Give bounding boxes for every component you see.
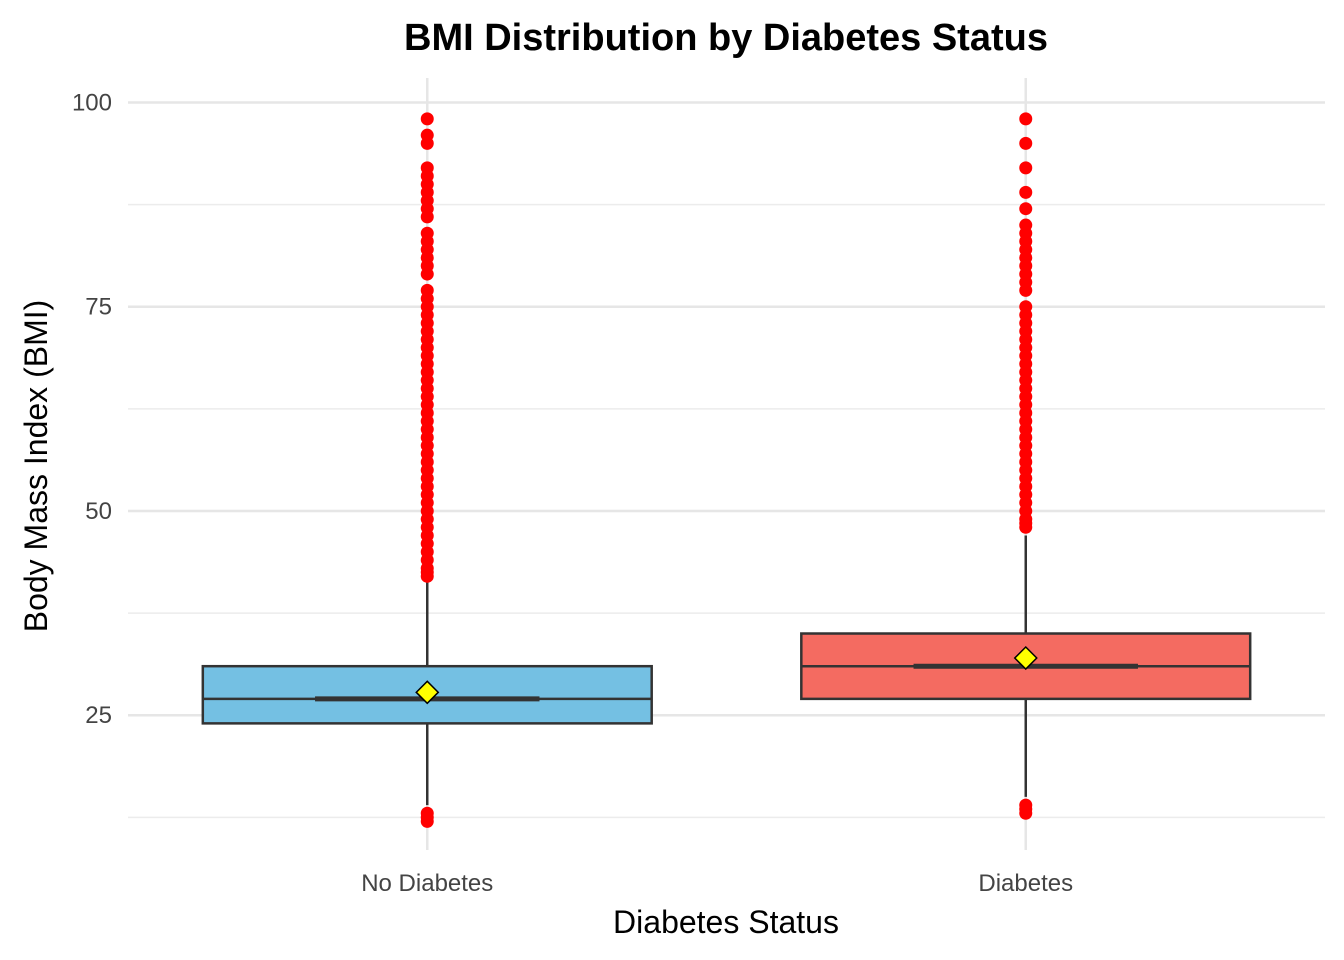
x-tick-label: No Diabetes <box>361 870 493 897</box>
box-group <box>800 112 1252 820</box>
x-tick-label: Diabetes <box>978 870 1073 897</box>
chart-title: BMI Distribution by Diabetes Status <box>404 17 1048 59</box>
outlier-point <box>420 161 434 175</box>
outlier-point <box>1019 185 1033 199</box>
outlier-point <box>1019 798 1033 812</box>
outlier-point <box>1019 161 1033 175</box>
mean-marker <box>415 680 440 705</box>
outlier-point <box>420 128 434 142</box>
box-group <box>201 112 653 828</box>
outlier-point <box>1019 300 1033 314</box>
y-tick-label: 25 <box>85 702 112 729</box>
outlier-point <box>1019 218 1033 232</box>
outlier-point <box>420 226 434 240</box>
mean-marker <box>1013 645 1038 671</box>
box-groups <box>201 112 1252 828</box>
outlier-point <box>1019 136 1033 150</box>
y-tick-label: 50 <box>85 498 112 525</box>
outlier-point <box>1019 112 1033 126</box>
x-axis-ticks: No Diabetes Diabetes <box>361 870 1073 897</box>
y-tick-label: 75 <box>85 294 112 321</box>
outlier-point <box>1019 202 1033 216</box>
y-axis-ticks: 25 50 75 100 <box>72 90 112 730</box>
x-axis-title: Diabetes Status <box>613 904 839 940</box>
outlier-point <box>420 112 434 126</box>
grid-lines <box>128 78 1325 850</box>
outlier-point <box>420 806 434 820</box>
y-tick-label: 100 <box>72 90 112 117</box>
outlier-point <box>420 283 434 297</box>
y-axis-title: Body Mass Index (BMI) <box>18 300 54 633</box>
